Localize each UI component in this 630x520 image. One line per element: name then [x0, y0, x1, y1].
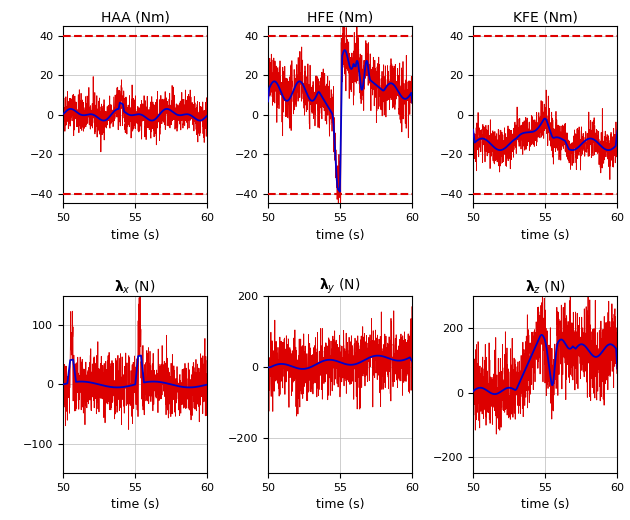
Title: HFE (Nm): HFE (Nm)	[307, 11, 374, 25]
X-axis label: time (s): time (s)	[111, 229, 159, 242]
X-axis label: time (s): time (s)	[521, 499, 570, 512]
Title: HAA (Nm): HAA (Nm)	[101, 11, 169, 25]
Title: $\boldsymbol{\lambda}_x$ (N): $\boldsymbol{\lambda}_x$ (N)	[115, 278, 156, 296]
X-axis label: time (s): time (s)	[316, 499, 364, 512]
X-axis label: time (s): time (s)	[111, 499, 159, 512]
X-axis label: time (s): time (s)	[521, 229, 570, 242]
Title: KFE (Nm): KFE (Nm)	[513, 11, 578, 25]
Title: $\boldsymbol{\lambda}_z$ (N): $\boldsymbol{\lambda}_z$ (N)	[525, 278, 566, 296]
Title: $\boldsymbol{\lambda}_y$ (N): $\boldsymbol{\lambda}_y$ (N)	[319, 277, 361, 296]
X-axis label: time (s): time (s)	[316, 229, 364, 242]
